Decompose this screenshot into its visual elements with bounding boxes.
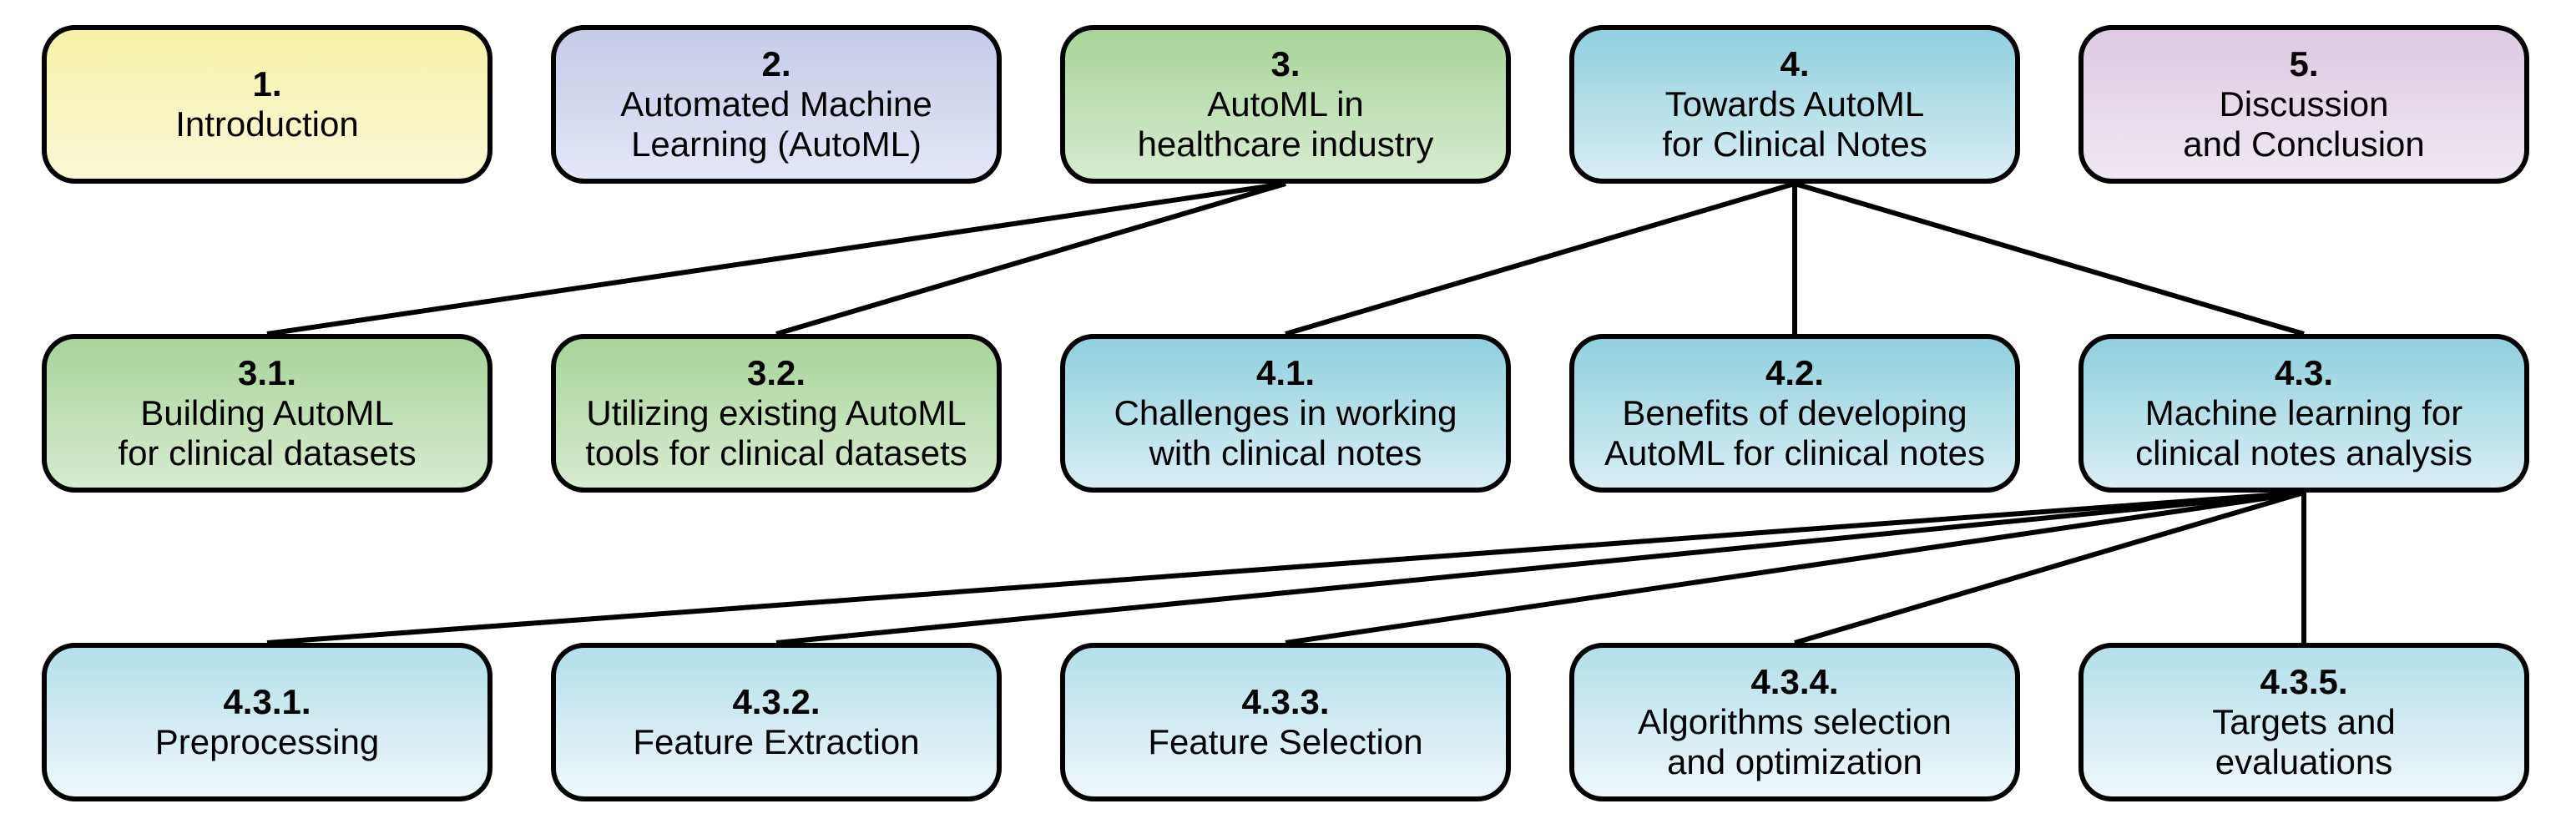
node-label: AutoML in healthcare industry: [1138, 84, 1434, 165]
node-number: 4.1.: [1256, 353, 1315, 393]
node-n43: 4.3.Machine learning for clinical notes …: [2078, 334, 2529, 493]
node-number: 4.3.: [2275, 353, 2333, 393]
node-number: 4.3.1.: [223, 682, 311, 722]
node-n433: 4.3.3.Feature Selection: [1060, 643, 1511, 801]
node-label: Utilizing existing AutoML tools for clin…: [585, 393, 967, 474]
edge: [267, 184, 1285, 334]
node-number: 3.: [1270, 44, 1300, 84]
edge: [1795, 184, 2304, 334]
node-number: 5.: [2289, 44, 2318, 84]
node-label: Automated Machine Learning (AutoML): [620, 84, 932, 165]
node-label: Feature Selection: [1148, 722, 1422, 762]
node-number: 4.3.2.: [732, 682, 820, 722]
node-label: Machine learning for clinical notes anal…: [2135, 393, 2472, 474]
node-n3: 3.AutoML in healthcare industry: [1060, 25, 1511, 184]
node-n4: 4.Towards AutoML for Clinical Notes: [1569, 25, 2020, 184]
node-number: 3.2.: [747, 353, 806, 393]
edge: [776, 184, 1285, 334]
node-n432: 4.3.2.Feature Extraction: [551, 643, 1002, 801]
node-number: 4.: [1780, 44, 1809, 84]
edge: [267, 493, 2304, 643]
node-label: Algorithms selection and optimization: [1638, 702, 1952, 783]
node-label: Feature Extraction: [633, 722, 919, 762]
node-label: Discussion and Conclusion: [2183, 84, 2425, 165]
node-n5: 5.Discussion and Conclusion: [2078, 25, 2529, 184]
node-label: Challenges in working with clinical note…: [1114, 393, 1457, 474]
node-n2: 2.Automated Machine Learning (AutoML): [551, 25, 1002, 184]
node-n41: 4.1.Challenges in working with clinical …: [1060, 334, 1511, 493]
node-label: Towards AutoML for Clinical Notes: [1662, 84, 1927, 165]
node-number: 1.: [252, 64, 281, 104]
node-n42: 4.2.Benefits of developing AutoML for cl…: [1569, 334, 2020, 493]
node-number: 3.1.: [238, 353, 296, 393]
edge: [1285, 493, 2304, 643]
node-n435: 4.3.5.Targets and evaluations: [2078, 643, 2529, 801]
node-label: Preprocessing: [155, 722, 379, 762]
edge: [1285, 184, 1795, 334]
node-number: 4.3.4.: [1750, 662, 1838, 702]
node-label: Targets and evaluations: [2212, 702, 2395, 783]
node-label: Benefits of developing AutoML for clinic…: [1604, 393, 1985, 474]
node-number: 2.: [761, 44, 790, 84]
node-number: 4.2.: [1765, 353, 1824, 393]
edge: [1795, 493, 2304, 643]
node-label: Introduction: [175, 104, 358, 144]
node-number: 4.3.5.: [2260, 662, 2347, 702]
node-n434: 4.3.4.Algorithms selection and optimizat…: [1569, 643, 2020, 801]
node-n431: 4.3.1.Preprocessing: [42, 643, 492, 801]
node-label: Building AutoML for clinical datasets: [118, 393, 416, 474]
edge: [776, 493, 2304, 643]
node-n1: 1.Introduction: [42, 25, 492, 184]
node-n32: 3.2.Utilizing existing AutoML tools for …: [551, 334, 1002, 493]
outline-tree-diagram: 1.Introduction 2.Automated Machine Learni…: [0, 0, 2576, 824]
node-n31: 3.1.Building AutoML for clinical dataset…: [42, 334, 492, 493]
node-number: 4.3.3.: [1241, 682, 1329, 722]
